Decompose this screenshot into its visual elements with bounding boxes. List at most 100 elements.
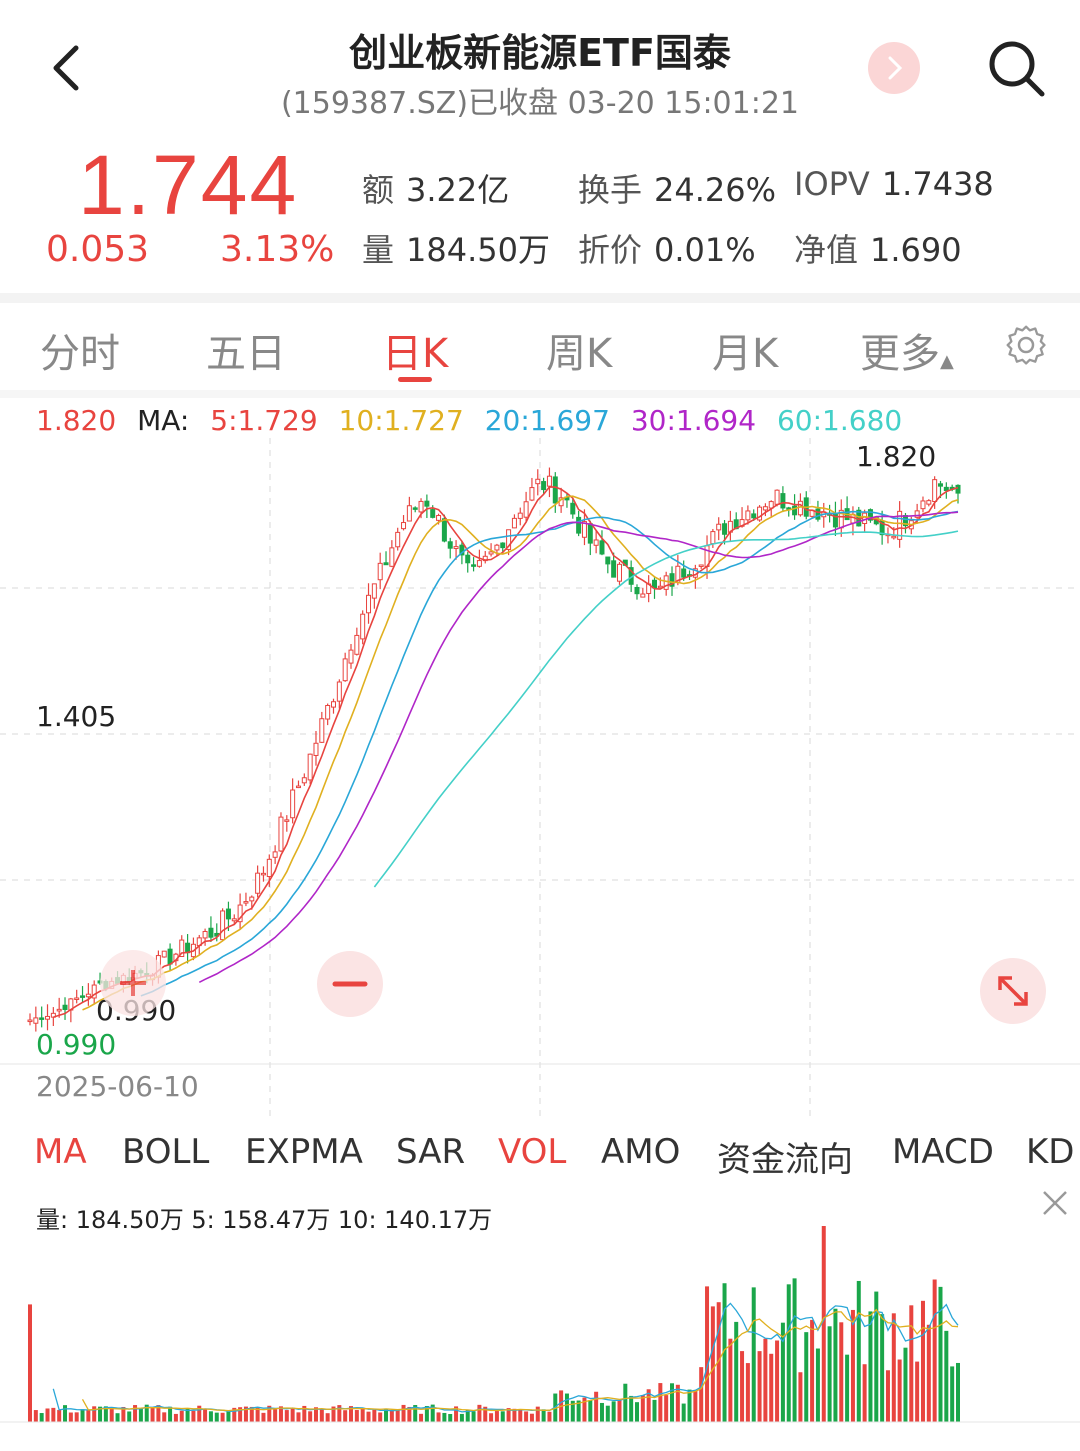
volume-bar	[63, 1405, 68, 1422]
stat-discount: 折价 0.01%	[578, 231, 756, 269]
tab-more[interactable]: 更多▲	[860, 331, 954, 377]
kline-chart[interactable]	[0, 398, 1080, 1118]
volume-bar	[343, 1410, 348, 1422]
volume-bar	[564, 1393, 569, 1422]
volume-bar	[389, 1410, 394, 1422]
candle-body	[348, 649, 354, 664]
volume-chart[interactable]	[0, 1220, 1080, 1451]
volume-bar	[86, 1410, 91, 1422]
candle-body	[546, 475, 552, 487]
volume-bar	[862, 1364, 867, 1422]
volume-bar	[92, 1406, 97, 1422]
volume-bar	[39, 1413, 44, 1422]
volume-bar	[821, 1226, 826, 1422]
candle-body	[354, 634, 360, 655]
candle-body	[745, 510, 751, 521]
indicator-boll[interactable]: BOLL	[122, 1132, 210, 1172]
volume-bar	[535, 1406, 540, 1422]
volume-bar	[868, 1311, 873, 1422]
volume-bar	[716, 1302, 721, 1422]
volume-bar	[874, 1291, 879, 1422]
candle-body	[832, 512, 838, 528]
volume-bar	[850, 1309, 855, 1422]
tab-daily-k[interactable]: 日K	[382, 331, 449, 377]
search-icon[interactable]	[984, 36, 1048, 100]
volume-bar	[290, 1408, 295, 1422]
stat-volume: 量 184.50万	[362, 231, 550, 269]
candle-body	[459, 544, 465, 556]
candle-body	[593, 539, 599, 546]
tab-five-day[interactable]: 五日	[206, 331, 286, 377]
volume-bar	[430, 1404, 435, 1422]
volume-bar	[459, 1413, 464, 1422]
volume-bar	[728, 1338, 733, 1422]
indicator-ma[interactable]: MA	[34, 1132, 87, 1172]
volume-bar	[395, 1409, 400, 1422]
volume-bar	[115, 1413, 120, 1422]
zoom-out-button[interactable]	[317, 951, 383, 1017]
volume-bar	[699, 1367, 704, 1422]
volume-bar	[658, 1383, 663, 1422]
indicator-kd[interactable]: KD	[1026, 1132, 1075, 1172]
volume-bar	[605, 1405, 610, 1422]
volume-bar	[775, 1340, 780, 1422]
volume-bar	[413, 1405, 418, 1422]
volume-bar	[255, 1407, 260, 1422]
volume-bar	[372, 1409, 377, 1422]
candle-body	[774, 489, 780, 505]
volume-bar	[331, 1406, 336, 1422]
indicator-sar[interactable]: SAR	[396, 1132, 466, 1172]
candle-body	[161, 950, 167, 958]
candle-body	[91, 984, 97, 999]
tab-weekly-k[interactable]: 周K	[546, 331, 613, 377]
volume-bar	[197, 1405, 202, 1422]
indicator-expma[interactable]: EXPMA	[245, 1132, 363, 1172]
candle-body	[506, 529, 512, 550]
volume-bar	[675, 1384, 680, 1422]
ma20-value: 20:1.697	[484, 404, 610, 437]
fullscreen-button[interactable]	[980, 958, 1046, 1024]
volume-bar	[763, 1338, 768, 1422]
volume-bar	[442, 1412, 447, 1422]
indicator-macd[interactable]: MACD	[892, 1132, 994, 1172]
candle-body	[780, 493, 786, 509]
ma5-line	[53, 486, 959, 1019]
indicator-amo[interactable]: AMO	[601, 1132, 681, 1172]
volume-bar	[138, 1407, 143, 1422]
volume-bar	[623, 1383, 628, 1422]
candle-body	[897, 510, 903, 540]
volume-bar	[45, 1408, 50, 1422]
back-icon[interactable]	[40, 40, 96, 96]
volume-bar	[121, 1406, 126, 1422]
next-stock-button[interactable]	[868, 42, 920, 94]
volume-bar	[769, 1353, 774, 1422]
candle-body	[366, 594, 372, 614]
volume-bar	[454, 1406, 459, 1422]
gear-icon[interactable]	[1004, 323, 1048, 367]
volume-bar	[384, 1409, 389, 1422]
candle-body	[471, 564, 477, 567]
stat-amount: 额 3.22亿	[362, 171, 510, 209]
indicator-fund-flow[interactable]: 资金流向	[717, 1140, 853, 1180]
zoom-in-button[interactable]	[100, 950, 166, 1016]
tab-monthly-k[interactable]: 月K	[712, 331, 779, 377]
candle-body	[360, 613, 366, 640]
volume-bar	[757, 1351, 762, 1422]
volume-bar	[185, 1408, 190, 1422]
ma-lines	[53, 486, 959, 1019]
close-icon[interactable]	[1040, 1188, 1070, 1218]
volume-bar	[51, 1407, 56, 1422]
candle-body	[290, 789, 296, 819]
volume-bar	[920, 1300, 925, 1422]
volume-bar	[710, 1306, 715, 1422]
tab-intraday[interactable]: 分时	[40, 331, 120, 377]
volume-bar	[354, 1410, 359, 1422]
candle-body	[424, 500, 430, 507]
volume-bar	[220, 1412, 225, 1422]
candle-body	[278, 816, 284, 852]
indicator-vol[interactable]: VOL	[498, 1132, 567, 1172]
candle-body	[511, 517, 517, 529]
volume-bar	[938, 1286, 943, 1422]
candle-body	[581, 521, 587, 538]
volume-bar	[629, 1395, 634, 1422]
